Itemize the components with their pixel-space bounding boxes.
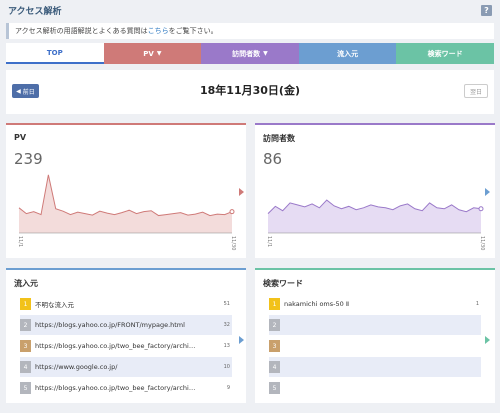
tab-label: PV — [143, 49, 154, 58]
tab-referrers[interactable]: 流入元 — [298, 43, 397, 64]
list-item[interactable]: 2 — [269, 315, 481, 335]
keywords-title: 検索ワード — [263, 279, 303, 288]
rank-badge: 4 — [20, 361, 31, 373]
prev-day-label: 前日 — [22, 88, 35, 96]
prev-day-button[interactable]: ◀ 前日 — [12, 84, 39, 98]
pv-title: PV — [14, 133, 27, 142]
visitors-title: 訪問者数 — [263, 134, 295, 143]
next-day-button[interactable]: 翌日 — [464, 84, 488, 98]
item-count: 9 — [226, 385, 230, 391]
tab-top[interactable]: TOP — [6, 43, 104, 64]
tab-pv[interactable]: PV ▼ — [103, 43, 202, 64]
rank-badge: 4 — [269, 361, 280, 373]
chevron-right-icon[interactable] — [485, 336, 490, 344]
referrers-title: 流入元 — [14, 279, 38, 288]
rank-badge: 5 — [20, 382, 31, 394]
x-start-label: 11/1 — [17, 236, 23, 247]
date-bar: ◀ 前日 18年11月30日(金) 翌日 — [6, 70, 494, 114]
chevron-right-icon[interactable] — [239, 188, 244, 196]
x-start-label: 11/1 — [266, 236, 272, 247]
list-item[interactable]: 3 — [269, 336, 481, 356]
chevron-right-icon[interactable] — [239, 336, 244, 344]
notice-suffix: をご覧下さい。 — [168, 27, 218, 35]
list-item[interactable]: 2 https://blogs.yahoo.co.jp/FRONT/mypage.… — [20, 315, 232, 335]
item-text: https://blogs.yahoo.co.jp/two_bee_factor… — [35, 342, 196, 350]
rank-badge: 3 — [269, 340, 280, 352]
item-count: 10 — [223, 364, 230, 370]
rank-badge: 5 — [269, 382, 280, 394]
rank-badge: 1 — [20, 298, 31, 310]
keywords-list: 1 nakamichi oms-50 Ⅱ 1 2 3 4 5 — [269, 294, 481, 399]
faq-link[interactable]: こちら — [147, 27, 169, 35]
item-text: 不明な流入元 — [35, 301, 74, 309]
tab-label: 流入元 — [337, 49, 359, 58]
x-end-label: 11/30 — [230, 236, 236, 250]
item-text: https://blogs.yahoo.co.jp/two_bee_factor… — [35, 384, 196, 392]
pv-value: 239 — [14, 150, 43, 168]
list-item[interactable]: 5 https://blogs.yahoo.co.jp/two_bee_facto… — [20, 378, 232, 398]
page-title: アクセス解析 — [8, 6, 62, 17]
caret-down-icon: ▼ — [156, 50, 162, 57]
keywords-card: 検索ワード 1 nakamichi oms-50 Ⅱ 1 2 3 4 5 — [255, 268, 495, 403]
tab-label: 検索ワード — [427, 49, 463, 58]
visitors-value: 86 — [263, 150, 283, 168]
tab-visitors[interactable]: 訪問者数 ▼ — [201, 43, 299, 64]
list-item[interactable]: 4 — [269, 357, 481, 377]
current-date: 18年11月30日(金) — [200, 84, 300, 97]
notice-text: アクセス解析の用語解説とよくある質問は — [15, 27, 148, 35]
list-item[interactable]: 1 nakamichi oms-50 Ⅱ 1 — [269, 294, 481, 314]
list-item[interactable]: 3 https://blogs.yahoo.co.jp/two_bee_facto… — [20, 336, 232, 356]
tab-label: TOP — [46, 48, 63, 57]
item-count: 51 — [223, 301, 230, 307]
chart-line — [18, 174, 233, 217]
item-count: 13 — [223, 343, 230, 349]
tab-keywords[interactable]: 検索ワード — [396, 43, 494, 64]
rank-badge: 3 — [20, 340, 31, 352]
list-item[interactable]: 4 https://www.google.co.jp/10 — [20, 357, 232, 377]
chart-point-last — [229, 209, 235, 215]
rank-badge: 2 — [20, 319, 31, 331]
chart-area — [268, 200, 481, 233]
help-icon[interactable]: ? — [481, 4, 492, 16]
tab-label: 訪問者数 — [232, 49, 261, 58]
rank-badge: 2 — [269, 319, 280, 331]
chevron-left-icon: ◀ — [16, 87, 21, 95]
referrers-list: 1 不明な流入元 51 2 https://blogs.yahoo.co.jp/FRON… — [20, 294, 232, 399]
rank-badge: 1 — [269, 298, 280, 310]
list-item[interactable]: 5 — [269, 378, 481, 398]
tab-bar: TOP PV ▼ 訪問者数 ▼ 流入元 検索ワード — [6, 43, 494, 64]
pv-chart: 11/1 11/30 — [17, 174, 236, 250]
chevron-right-icon[interactable] — [485, 188, 490, 196]
item-count: 1 — [475, 301, 479, 307]
visitors-chart: 11/1 11/30 — [266, 199, 485, 250]
referrers-card: 流入元 1 不明な流入元 51 2 https://blogs.yahoo.co.jp/… — [6, 268, 246, 403]
visitors-card: 訪問者数 86 11/1 11/30 — [255, 123, 495, 258]
header: アクセス解析 ? — [0, 0, 500, 20]
caret-down-icon: ▼ — [263, 50, 268, 57]
pv-card: PV 239 11/1 11/30 — [6, 123, 246, 258]
chart-area — [19, 174, 232, 233]
item-text: https://www.google.co.jp/ — [35, 363, 118, 371]
item-text: nakamichi oms-50 Ⅱ — [284, 300, 350, 308]
chart-line — [267, 199, 482, 214]
item-text: https://blogs.yahoo.co.jp/FRONT/mypage.h… — [35, 321, 185, 329]
item-count: 32 — [223, 322, 230, 328]
list-item[interactable]: 1 不明な流入元 51 — [20, 294, 232, 314]
notice-bar: アクセス解析の用語解説とよくある質問は こちら をご覧下さい。 — [6, 23, 494, 39]
x-end-label: 11/30 — [479, 236, 485, 250]
chart-point-last — [478, 206, 484, 212]
